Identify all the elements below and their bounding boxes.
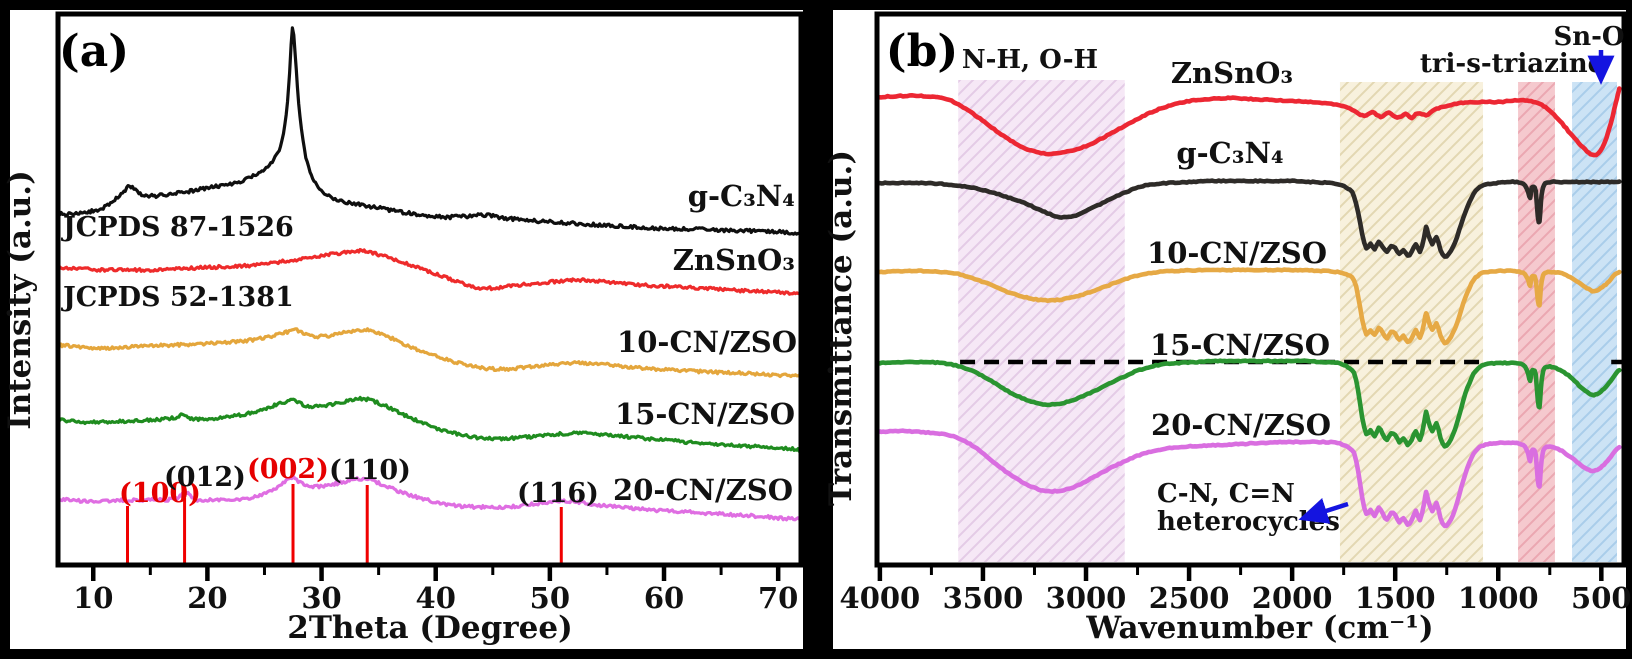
- annotation-text-a-4: (002): [247, 454, 329, 485]
- annotation-text-b-1: tri-s-triazine: [1420, 49, 1604, 79]
- y-axis-title-a: Intensity (a.u.): [2, 170, 38, 430]
- series-label-cn20-xrd: 20-CN/ZSO: [613, 473, 793, 507]
- y-axis-title-b: Transmittance (a.u.): [823, 150, 859, 506]
- panel-a: 10 20 30 40 50 60 70 2Theta (Degree) Intensity (…: [2, 10, 804, 649]
- x-tick-label-70: 70: [758, 581, 798, 615]
- series-label-cn10-ftir: 10-CN/ZSO: [1147, 236, 1327, 270]
- band-nh-oh: [958, 80, 1125, 562]
- x-tick-label-50: 50: [530, 581, 570, 615]
- x-tick-label-2500: 2500: [1149, 581, 1230, 615]
- series-label-zso-xrd: ZnSnO₃: [673, 243, 795, 277]
- x-tick-label-30: 30: [301, 581, 341, 615]
- curve-cn15-ftir: [877, 358, 1622, 449]
- x-axis-title-a: 2Theta (Degree): [287, 610, 573, 646]
- annotation-text-b-2: Sn-O: [1553, 22, 1624, 52]
- curve-gcn-ftir: [877, 178, 1622, 259]
- x-tick-label-3000: 3000: [1046, 581, 1127, 615]
- annotation-text-a-6: (116): [517, 478, 599, 509]
- panel-tag-b: (b): [886, 26, 958, 77]
- curve-cn20-xrd: [57, 475, 803, 522]
- panel-b: 4000 3500 3000 2500 2000 1500 1000 500 Wavenumbe…: [823, 10, 1632, 649]
- panel-tag-a: (a): [59, 26, 129, 77]
- curve-cn10-xrd: [57, 327, 803, 379]
- plot-frame-b: [874, 11, 1627, 568]
- curve-cn20-ftir: [877, 428, 1622, 529]
- curve-gcn-xrd: [57, 26, 803, 236]
- x-tick-label-1500: 1500: [1355, 581, 1436, 615]
- x-tick-label-20: 20: [187, 581, 227, 615]
- curve-zso-ftir: [877, 86, 1622, 158]
- band-sn-o: [1572, 82, 1617, 562]
- annotation-text-a-0: JCPDS 87-1526: [61, 212, 294, 243]
- x-tick-label-500: 500: [1571, 581, 1632, 615]
- curve-cn10-ftir: [877, 267, 1622, 346]
- series-label-cn15-ftir: 15-CN/ZSO: [1150, 328, 1330, 362]
- x-tick-label-4000: 4000: [840, 581, 921, 615]
- x-tick-label-3500: 3500: [943, 581, 1024, 615]
- x-tick-label-60: 60: [644, 581, 684, 615]
- annotation-text-a-1: JCPDS 52-1381: [61, 282, 294, 313]
- panel-a-background: [10, 10, 803, 649]
- curve-cn15-xrd: [57, 395, 803, 453]
- curve-zso-xrd: [57, 247, 803, 296]
- annotation-text-b-3: C-N, C=N: [1157, 479, 1295, 509]
- series-label-cn10-xrd: 10-CN/ZSO: [617, 325, 797, 359]
- band-triazine: [1518, 82, 1555, 562]
- x-tick-label-40: 40: [416, 581, 456, 615]
- series-label-zso-ftir: ZnSnO₃: [1171, 56, 1293, 90]
- x-tick-label-1000: 1000: [1458, 581, 1539, 615]
- annotation-text-b-4: heterocycles: [1157, 507, 1340, 537]
- series-label-cn20-ftir: 20-CN/ZSO: [1151, 408, 1331, 442]
- series-label-gcn-ftir: g-C₃N₄: [1176, 136, 1283, 170]
- annotation-text-a-5: (110): [329, 455, 411, 486]
- x-tick-label-10: 10: [73, 581, 113, 615]
- series-label-gcn-xrd: g-C₃N₄: [688, 179, 795, 213]
- x-axis-title-b: Wavenumber (cm⁻¹): [1085, 610, 1433, 646]
- annotation-text-b-0: N-H, O-H: [962, 45, 1098, 75]
- annotation-text-a-3: (012): [164, 462, 246, 493]
- x-tick-label-2000: 2000: [1252, 581, 1333, 615]
- annotation-text-a-2: (100): [119, 478, 201, 509]
- plot-frame-a: [55, 11, 804, 568]
- series-label-cn15-xrd: 15-CN/ZSO: [615, 397, 795, 431]
- heterocycles-arrow: [1298, 498, 1349, 524]
